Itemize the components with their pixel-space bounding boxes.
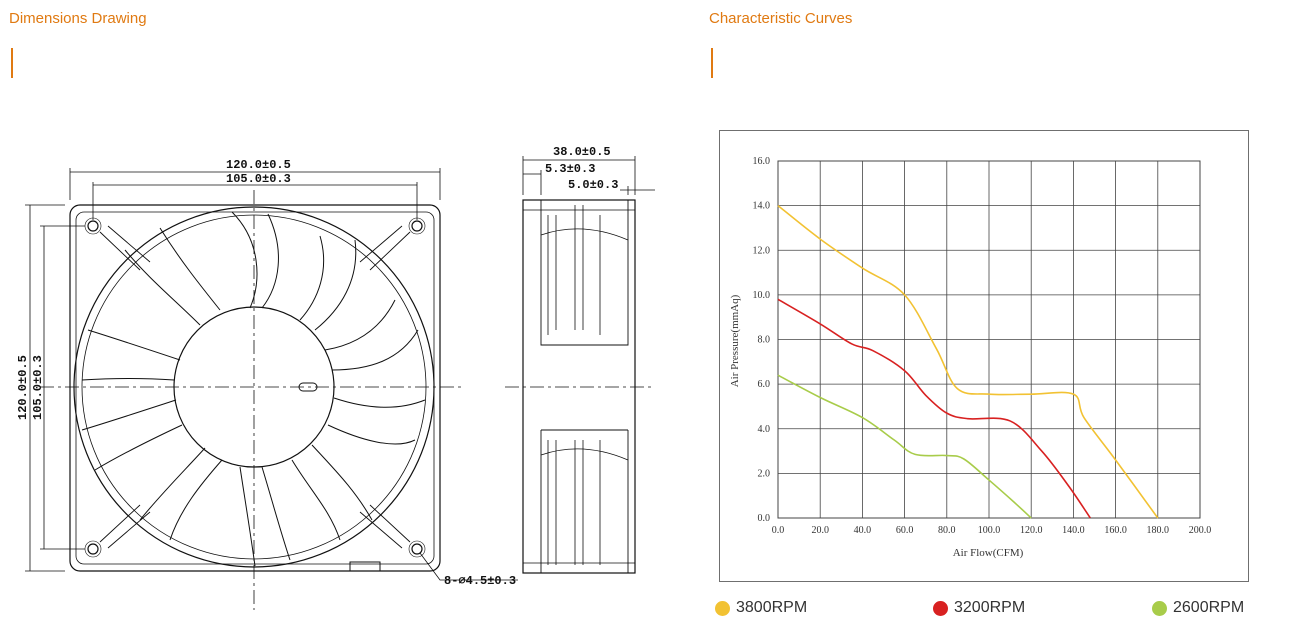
dim-side-step1: 5.3±0.3 — [545, 162, 595, 176]
x-tick-label: 0.0 — [772, 525, 785, 536]
y-tick-label: 16.0 — [753, 156, 771, 167]
x-tick-label: 20.0 — [811, 525, 829, 536]
y-tick-label: 4.0 — [758, 424, 771, 435]
legend-item-2600rpm: 2600RPM — [1152, 599, 1244, 617]
series-line-3800rpm — [777, 204, 1159, 519]
dim-side-step2: 5.0±0.3 — [568, 178, 618, 192]
fan-frame-outline — [69, 204, 441, 572]
legend-dot-icon — [715, 600, 730, 616]
dimensions-drawing: 120.0±0.5 105.0±0.3 120.0±0.5 105.0±0.3 … — [16, 145, 655, 610]
x-tick-label: 80.0 — [938, 525, 956, 536]
characteristic-curves-title: Characteristic Curves — [709, 10, 853, 27]
x-tick-label: 200.0 — [1189, 525, 1212, 536]
y-axis-label: Air Pressure(mmAq) — [729, 294, 741, 387]
dim-front-height: 120.0±0.5 — [16, 355, 30, 420]
x-tick-label: 180.0 — [1147, 525, 1170, 536]
series-line-3200rpm — [777, 298, 1091, 519]
x-tick-label: 140.0 — [1062, 525, 1085, 536]
x-tick-label: 100.0 — [978, 525, 1001, 536]
x-tick-label: 160.0 — [1104, 525, 1127, 536]
y-tick-label: 0.0 — [758, 513, 771, 524]
legend-label: 3200RPM — [954, 599, 1026, 616]
dim-holes: 8-⌀4.5±0.3 — [444, 574, 516, 588]
legend-dot-icon — [1152, 600, 1167, 616]
accent-bar-left — [11, 48, 13, 78]
x-tick-label: 60.0 — [896, 525, 914, 536]
y-tick-label: 12.0 — [753, 245, 771, 256]
y-tick-label: 2.0 — [758, 468, 771, 479]
legend-dot-icon — [933, 600, 948, 616]
mounting-holes — [84, 217, 426, 558]
series-line-2600rpm — [777, 374, 1032, 519]
characteristic-curves-chart: 0.0 20.0 40.0 60.0 80.0 100.0 120.0 140.0 160.0 1… — [719, 130, 1249, 582]
x-axis-label: Air Flow(CFM) — [953, 547, 1024, 559]
legend-label: 2600RPM — [1173, 599, 1245, 616]
legend-label: 3800RPM — [736, 599, 808, 616]
dim-front-hole-spacing-v: 105.0±0.3 — [31, 355, 45, 420]
fan-blades — [81, 211, 426, 567]
y-tick-label: 14.0 — [753, 201, 771, 212]
x-tick-label: 120.0 — [1020, 525, 1042, 536]
y-tick-label: 10.0 — [753, 290, 771, 301]
dimensions-drawing-title: Dimensions Drawing — [9, 10, 147, 27]
x-tick-label: 40.0 — [854, 525, 872, 536]
accent-bar-right — [711, 48, 713, 78]
dim-front-width: 120.0±0.5 — [226, 158, 291, 172]
dim-front-hole-spacing: 105.0±0.3 — [226, 172, 291, 186]
y-tick-label: 8.0 — [758, 335, 771, 346]
side-view — [505, 156, 655, 574]
dim-side-depth: 38.0±0.5 — [553, 145, 611, 159]
legend-item-3800rpm: 3800RPM — [715, 599, 807, 617]
y-tick-label: 6.0 — [758, 379, 771, 390]
curves-plot: 0.0 20.0 40.0 60.0 80.0 100.0 120.0 140.0 160.0 1… — [729, 156, 1212, 559]
legend-item-3200rpm: 3200RPM — [933, 599, 1025, 617]
